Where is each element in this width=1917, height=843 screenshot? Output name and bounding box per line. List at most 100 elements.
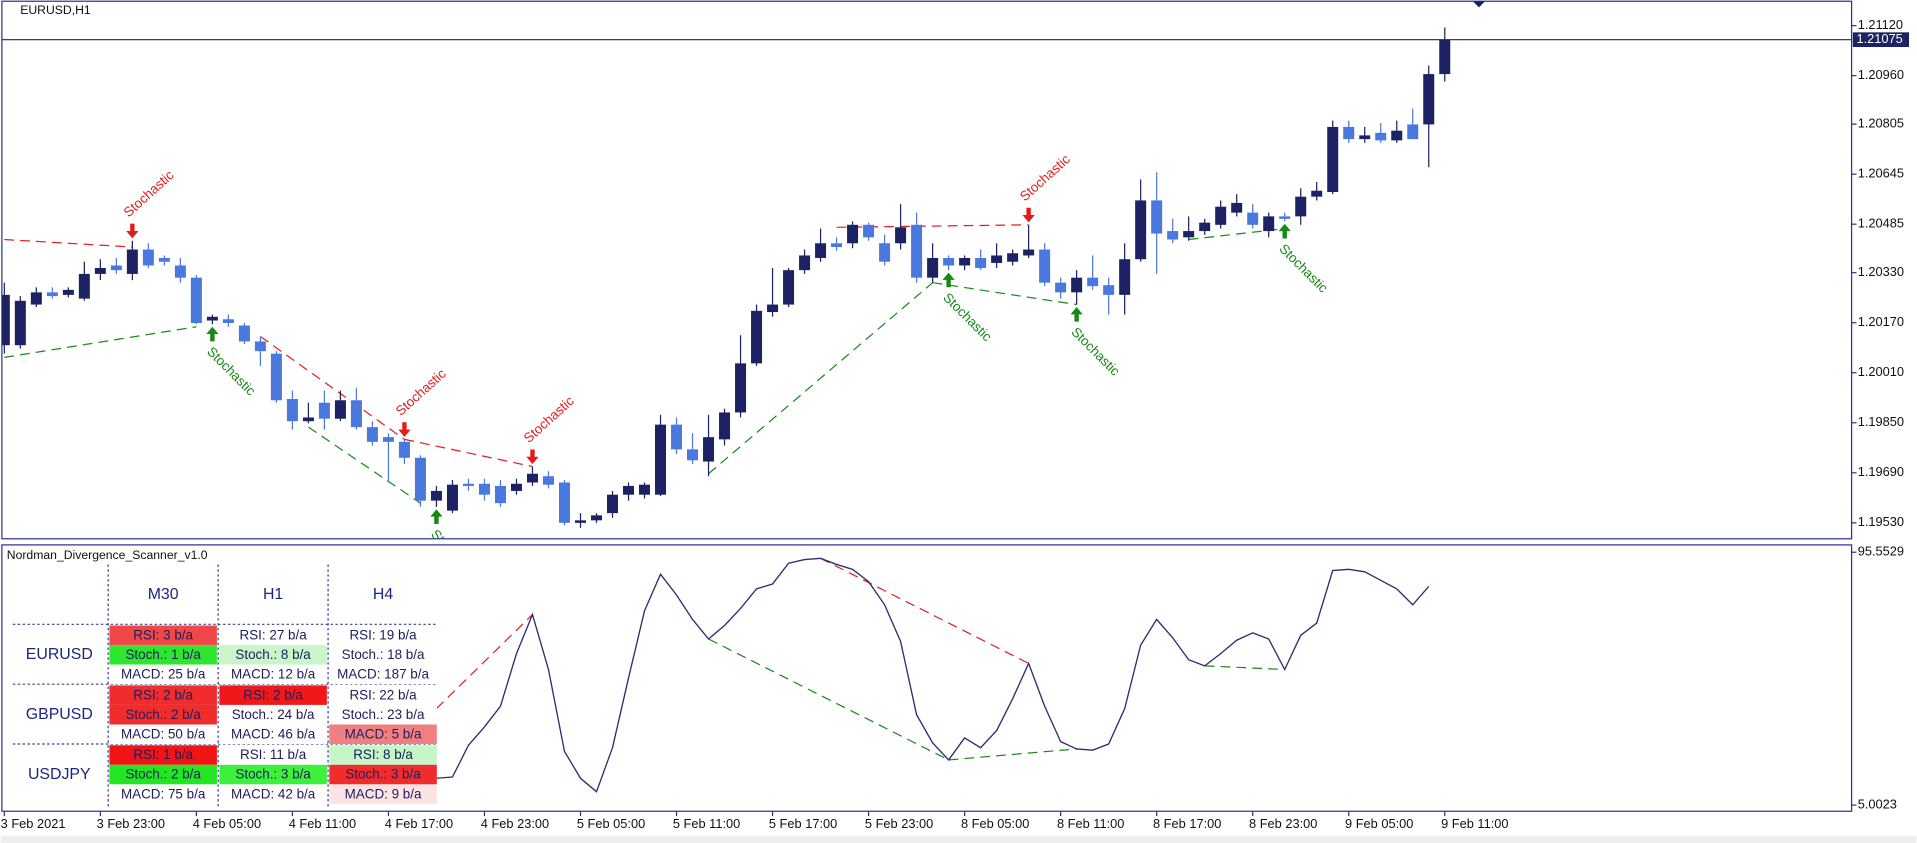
- cell-text: MACD: 42 b/a: [231, 786, 316, 801]
- x-tick-label: 3 Feb 2021: [1, 816, 66, 831]
- candle-body: [126, 249, 138, 274]
- candle-body: [959, 257, 971, 266]
- candle-body: [206, 316, 218, 321]
- y-tick-label: 1.20645: [1858, 166, 1904, 181]
- price-panel-border: [1, 0, 1853, 540]
- candle-body: [110, 265, 122, 271]
- indicator-line: [436, 557, 1430, 793]
- cell-text: MACD: 9 b/a: [345, 786, 422, 801]
- candle-body: [558, 482, 570, 523]
- cell-background: [109, 784, 217, 804]
- candle-body: [1071, 277, 1083, 293]
- divergence-line: [820, 557, 1029, 664]
- cell-background: [329, 664, 437, 685]
- signal-arrow: [430, 509, 443, 524]
- x-tick-label: 8 Feb 11:00: [1057, 816, 1124, 831]
- cell-background: [109, 645, 217, 665]
- candle-body: [14, 300, 26, 346]
- x-tick-label: 4 Feb 23:00: [481, 816, 549, 831]
- candle-body: [46, 292, 58, 297]
- cell-background: [329, 745, 437, 765]
- candle-body: [446, 484, 458, 511]
- candle-body: [1023, 249, 1035, 256]
- y-tick-label: 1.20170: [1858, 314, 1904, 329]
- signal-arrow: [1070, 307, 1083, 322]
- cell-background: [329, 724, 437, 745]
- candle-body: [526, 473, 538, 483]
- shift-marker: [1472, 1, 1486, 8]
- row-symbol: GBPUSD: [26, 706, 93, 723]
- candle-body: [1, 294, 10, 346]
- candle-body: [1119, 259, 1131, 295]
- cell-background: [219, 724, 327, 745]
- cell-text: MACD: 5 b/a: [345, 726, 422, 741]
- cell-background: [219, 664, 327, 685]
- divergence-line: [708, 638, 949, 761]
- candle-body: [302, 417, 314, 422]
- candle-body: [1151, 200, 1163, 234]
- candle-body: [1199, 222, 1211, 232]
- candle-body: [494, 485, 506, 504]
- candle-body: [62, 289, 74, 295]
- cell-text: RSI: 2 b/a: [243, 687, 303, 702]
- candle-body: [943, 257, 955, 266]
- candle-body: [1263, 216, 1275, 232]
- candle-body: [991, 255, 1003, 263]
- cell-background: [109, 704, 217, 725]
- cell-text: RSI: 22 b/a: [349, 687, 417, 702]
- candle-body: [687, 449, 699, 461]
- cell-background: [329, 764, 437, 785]
- cell-text: Stoch.: 23 b/a: [342, 707, 425, 722]
- cell-background: [219, 685, 327, 705]
- x-tick-label: 4 Feb 05:00: [193, 816, 261, 831]
- x-tick-label: 5 Feb 11:00: [673, 816, 740, 831]
- cell-background: [109, 685, 217, 705]
- row-symbol: USDJPY: [28, 766, 91, 783]
- candle-body: [1439, 39, 1451, 75]
- candle-body: [78, 273, 90, 299]
- candle-body: [863, 224, 875, 238]
- candle-body: [1055, 282, 1067, 293]
- candle-body: [254, 341, 266, 352]
- cell-text: Stoch.: 1 b/a: [125, 647, 201, 662]
- divergence-line: [932, 282, 1077, 306]
- x-tick-label: 5 Feb 17:00: [769, 816, 837, 831]
- x-tick-label: 5 Feb 05:00: [577, 816, 645, 831]
- candle-body: [1135, 200, 1147, 260]
- candle-body: [831, 243, 843, 248]
- x-tick-label: 9 Feb 05:00: [1345, 816, 1413, 831]
- candle-body: [1183, 231, 1195, 238]
- cell-text: MACD: 25 b/a: [121, 667, 206, 682]
- candle-body: [430, 490, 442, 501]
- cell-background: [219, 625, 327, 646]
- candle-body: [478, 483, 490, 495]
- candle-body: [927, 257, 939, 278]
- divergence-line: [260, 335, 405, 440]
- cell-text: RSI: 19 b/a: [349, 627, 417, 642]
- x-tick-label: 8 Feb 23:00: [1249, 816, 1317, 831]
- divergence-line: [4, 326, 197, 359]
- candle-body: [847, 224, 859, 244]
- divergence-line: [4, 238, 133, 248]
- candle-body: [1359, 135, 1371, 140]
- candle-body: [655, 424, 667, 495]
- candle-body: [767, 304, 779, 313]
- cell-text: RSI: 8 b/a: [353, 747, 413, 762]
- cell-background: [109, 745, 217, 765]
- cell-text: RSI: 11 b/a: [240, 747, 307, 762]
- divergence-line: [436, 614, 533, 710]
- candle-body: [1295, 196, 1307, 217]
- current-price-label: 1.21075: [1856, 31, 1902, 46]
- candle-body: [751, 310, 763, 364]
- candle-body: [1247, 212, 1259, 225]
- column-header: M30: [148, 586, 179, 603]
- candle-body: [1007, 253, 1019, 262]
- cell-background: [219, 704, 327, 725]
- candle-body: [1279, 216, 1291, 219]
- y-tick-label: 5.0023: [1858, 797, 1897, 812]
- column-header: H1: [263, 586, 283, 603]
- candle-body: [911, 224, 923, 278]
- candle-body: [542, 476, 554, 485]
- candle-body: [591, 515, 602, 521]
